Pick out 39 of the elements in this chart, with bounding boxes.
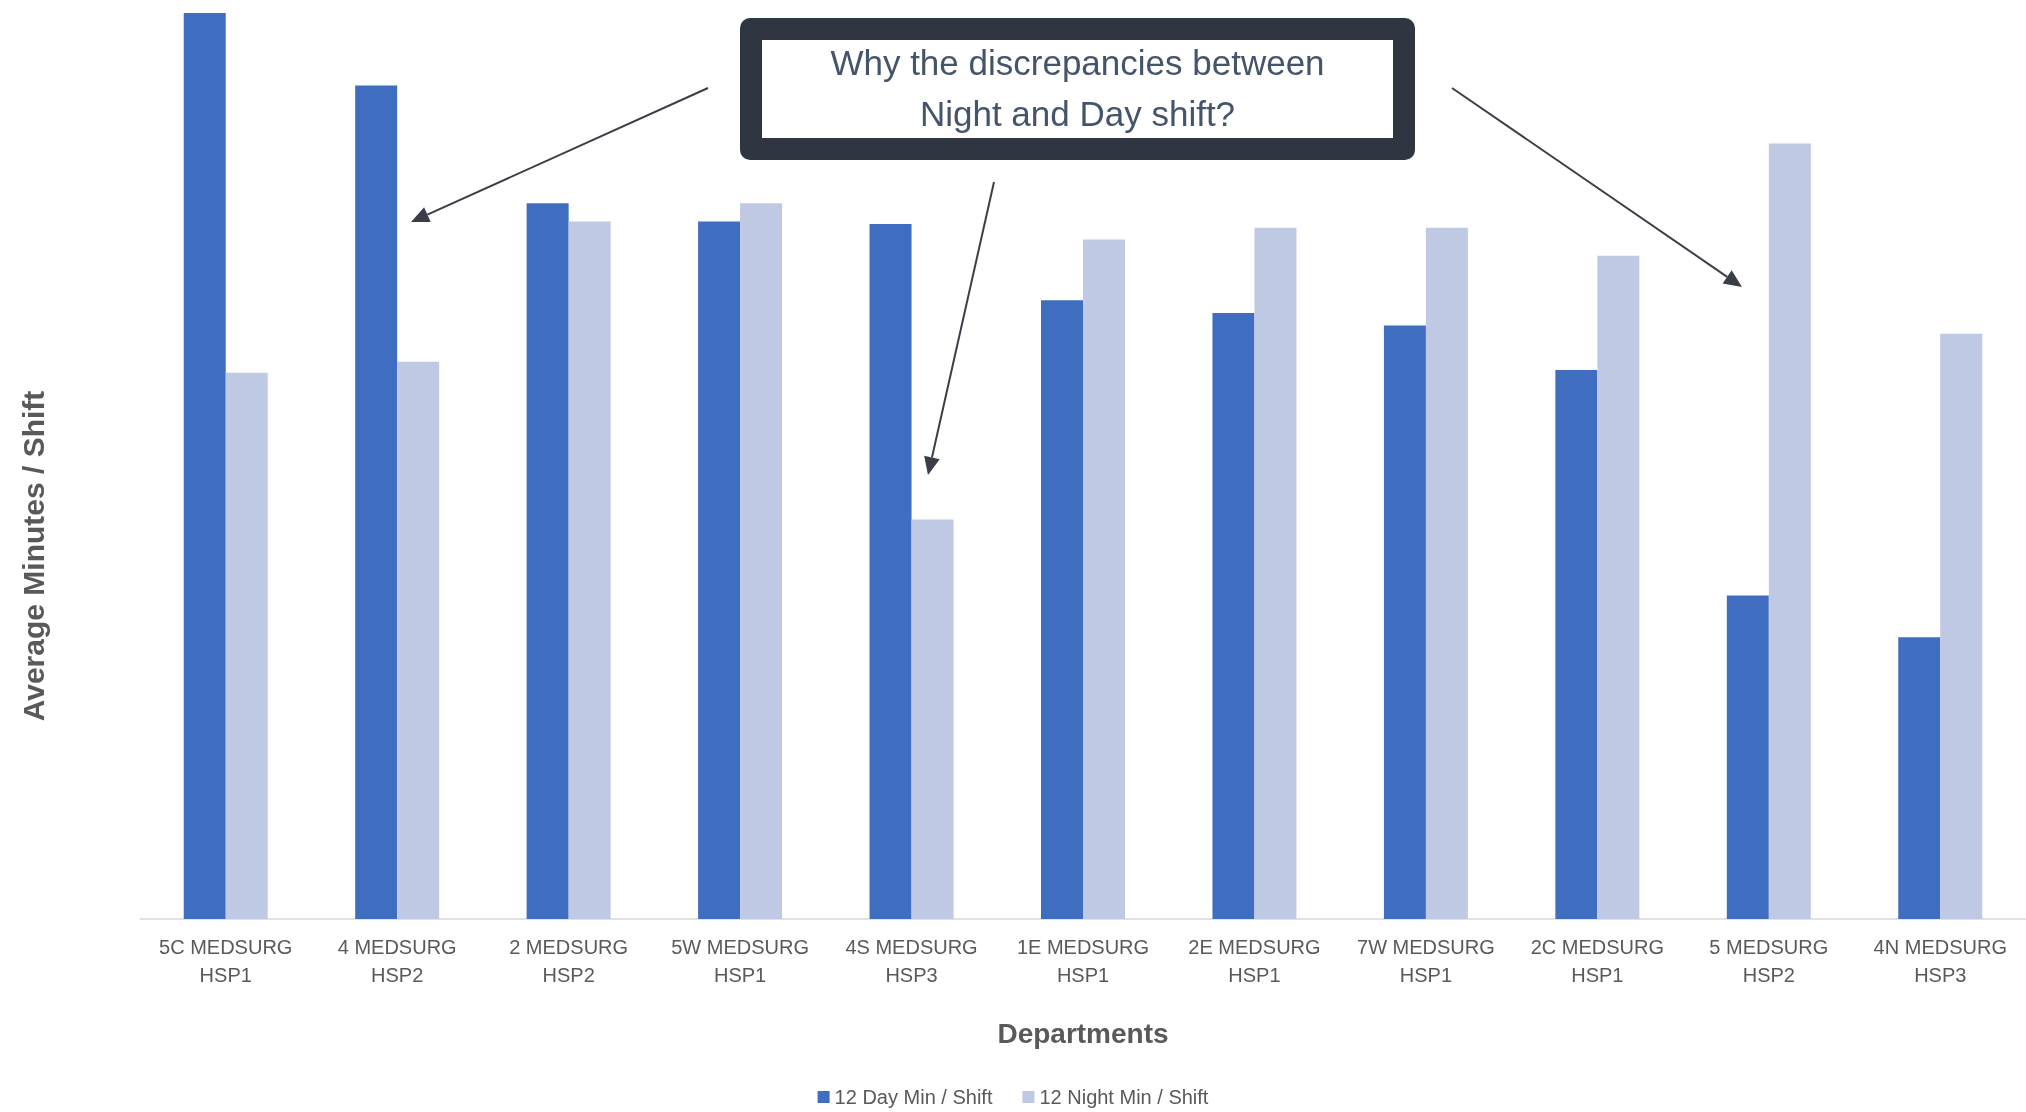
bar bbox=[911, 519, 954, 919]
bar bbox=[397, 361, 440, 919]
x-tick-label: 4S MEDSURG HSP3 bbox=[845, 936, 978, 986]
x-tick-label: 2E MEDSURG HSP1 bbox=[1188, 936, 1321, 986]
bar bbox=[225, 372, 268, 919]
bar bbox=[1726, 595, 1769, 919]
bar bbox=[1212, 312, 1255, 919]
x-axis-title: Departments bbox=[997, 1017, 1169, 1049]
bar bbox=[1940, 333, 1983, 919]
x-tick-label: 4 MEDSURG HSP2 bbox=[337, 936, 457, 986]
bar bbox=[698, 221, 741, 919]
x-tick-label: 7W MEDSURG HSP1 bbox=[1357, 936, 1495, 986]
x-tick-label: 5C MEDSURG HSP1 bbox=[159, 936, 293, 986]
bar bbox=[1597, 255, 1640, 919]
bar bbox=[355, 85, 398, 919]
bar bbox=[1768, 143, 1811, 919]
bar bbox=[869, 224, 912, 919]
bar bbox=[740, 203, 783, 919]
y-axis-title: Average Minutes / Shift bbox=[16, 390, 50, 722]
legend-label: 12 Night Min / Shift bbox=[1039, 1086, 1209, 1108]
x-tick-label: 5 MEDSURG HSP2 bbox=[1709, 936, 1829, 986]
bar bbox=[183, 13, 226, 919]
bar bbox=[1041, 300, 1083, 919]
x-tick-label: 4N MEDSURG HSP3 bbox=[1873, 936, 2007, 986]
annotation: Why the discrepancies between Night and Day shift? bbox=[760, 38, 1395, 140]
bar bbox=[1254, 227, 1297, 919]
bar bbox=[1083, 239, 1125, 919]
bar bbox=[1555, 369, 1598, 919]
bar bbox=[1898, 637, 1941, 919]
legend-label: 12 Day Min / Shift bbox=[834, 1086, 993, 1108]
bar bbox=[568, 221, 611, 919]
bar bbox=[1425, 227, 1468, 919]
x-tick-label: 5W MEDSURG HSP1 bbox=[671, 936, 809, 986]
x-tick-label: 1E MEDSURG HSP1 bbox=[1016, 936, 1150, 986]
bar bbox=[526, 203, 569, 919]
bar bbox=[1383, 325, 1426, 919]
x-tick-label: 2C MEDSURG HSP1 bbox=[1530, 936, 1665, 986]
x-tick-label: 2 MEDSURG HSP2 bbox=[509, 936, 629, 986]
callout-box: Why the discrepancies between Night and Day shift? bbox=[740, 18, 1415, 160]
